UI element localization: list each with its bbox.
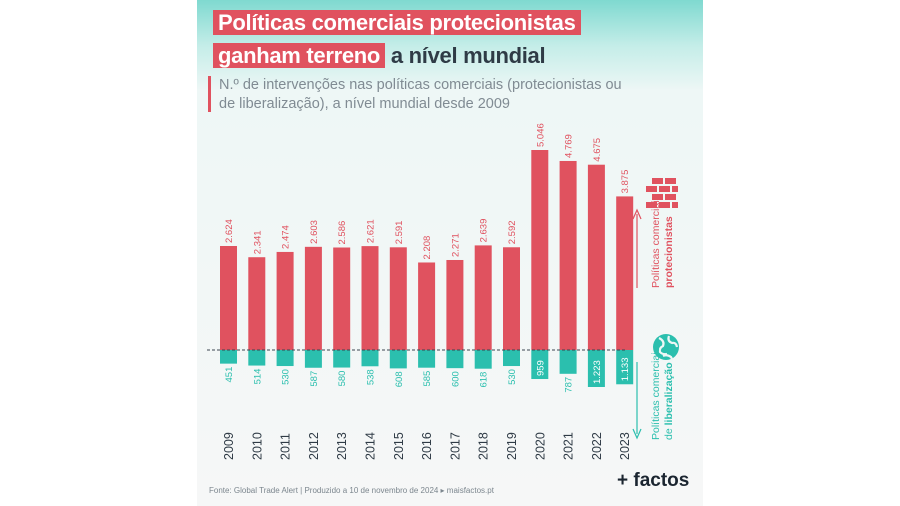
label-protectionist-2012: 2.603 [309,220,320,244]
brand-logo: + factos [617,470,690,491]
year-label-2016: 2016 [420,432,434,460]
bar-protectionist-2016 [418,262,436,350]
label-protectionist-2021: 4.769 [564,134,575,158]
legend-top-line-1: Políticas comerciais [650,195,662,288]
bar-protectionist-2011 [276,251,294,350]
subtitle-line-1: N.º de intervenções nas políticas comerc… [219,77,622,93]
label-liberalization-2023: 1.133 [620,357,631,381]
bar-liberalization-2014 [361,350,379,367]
bar-protectionist-2012 [304,246,322,350]
label-liberalization-2020: 959 [535,360,546,376]
infographic-card: Políticas comerciais protecionistas ganh… [197,0,703,506]
label-protectionist-2020: 5.046 [535,123,546,147]
bar-liberalization-2018 [474,350,492,369]
bar-protectionist-2023 [616,196,634,350]
year-label-2021: 2021 [562,432,576,460]
label-protectionist-2023: 3.875 [620,170,631,194]
year-label-2012: 2012 [307,432,321,460]
label-protectionist-2017: 2.271 [450,233,461,257]
label-protectionist-2010: 2.341 [252,230,263,254]
subtitle-accent-bar [208,76,211,112]
label-liberalization-2016: 585 [422,371,433,387]
bar-liberalization-2009 [220,350,237,364]
label-liberalization-2018: 618 [479,372,490,388]
year-label-2019: 2019 [505,432,519,460]
label-protectionist-2011: 2.474 [281,225,292,249]
bar-protectionist-2013 [333,247,351,350]
label-protectionist-2014: 2.621 [366,219,377,243]
title-tail: a nível mundial [390,43,546,68]
bar-liberalization-2015 [389,350,407,369]
title-line-1: Políticas comerciais protecionistas [213,9,581,37]
year-label-2022: 2022 [590,432,604,460]
year-label-2010: 2010 [250,432,264,460]
year-label-2023: 2023 [618,432,632,460]
bar-protectionist-2020 [531,150,549,350]
label-liberalization-2017: 600 [450,371,461,387]
label-protectionist-2022: 4.675 [592,138,603,162]
bar-protectionist-2022 [587,164,605,350]
label-liberalization-2010: 514 [252,369,263,385]
bar-protectionist-2018 [474,245,492,350]
year-label-2017: 2017 [448,432,462,460]
bar-protectionist-2019 [503,247,520,350]
label-protectionist-2009: 2.624 [224,219,235,243]
label-liberalization-2015: 608 [394,371,405,387]
year-label-2013: 2013 [335,432,349,460]
legend-bottom-line-2: de liberalização [663,362,675,440]
bar-protectionist-2015 [389,247,407,350]
title-line-2: ganham terreno a nível mundial [213,42,546,70]
globe-icon [653,334,679,363]
legend-bottom-emphasis: liberalização [663,362,675,425]
label-liberalization-2019: 530 [507,369,518,385]
bar-liberalization-2019 [503,350,520,367]
bar-liberalization-2017 [446,350,464,369]
label-protectionist-2013: 2.586 [337,221,348,245]
label-liberalization-2012: 587 [309,371,320,387]
label-liberalization-2013: 580 [337,371,348,387]
label-protectionist-2019: 2.592 [507,220,518,244]
bar-liberalization-2020 [531,350,549,380]
label-protectionist-2018: 2.639 [479,219,490,243]
label-protectionist-2015: 2.591 [394,221,405,245]
bar-protectionist-2021 [559,160,577,350]
label-liberalization-2014: 538 [366,369,377,385]
legend-top-line-2: protecionistas [663,216,675,288]
title-highlight-1: Políticas comerciais protecionistas [213,10,581,35]
label-protectionist-2016: 2.208 [422,236,433,260]
subtitle-line-2: de liberalização), a nível mundial desde… [219,96,510,112]
source-note: Fonte: Global Trade Alert | Produzido a … [209,486,494,495]
down-arrow-icon [632,362,642,440]
bar-liberalization-2013 [333,350,351,368]
bar-liberalization-2023 [616,350,634,385]
year-label-2009: 2009 [222,432,236,460]
bar-protectionist-2014 [361,246,379,350]
label-liberalization-2011: 530 [281,369,292,385]
bar-liberalization-2012 [304,350,322,368]
bar-liberalization-2022 [587,350,605,387]
label-liberalization-2009: 451 [224,367,235,383]
bar-protectionist-2017 [446,259,464,350]
bar-liberalization-2021 [559,350,577,374]
bar-protectionist-2009 [220,245,237,350]
brick-wall-icon [646,178,678,208]
year-label-2018: 2018 [477,432,491,460]
title-highlight-2: ganham terreno [213,43,386,68]
bar-protectionist-2010 [248,257,266,350]
legend-bottom-line-1: Políticas comerciais [650,347,662,440]
bar-chart: 2.624 451 2.341 514 2.474 530 2.603 587 2.586 580… [207,123,679,460]
up-arrow-icon [632,208,642,288]
bar-liberalization-2011 [276,350,294,367]
year-label-2015: 2015 [392,432,406,460]
label-liberalization-2022: 1.223 [592,360,603,384]
year-label-2020: 2020 [533,432,547,460]
legend-bottom-prefix: de [663,425,675,440]
year-label-2011: 2011 [279,433,293,460]
bar-liberalization-2010 [248,350,266,366]
year-label-2014: 2014 [364,432,378,460]
label-liberalization-2021: 787 [564,377,575,393]
bar-liberalization-2016 [418,350,436,368]
